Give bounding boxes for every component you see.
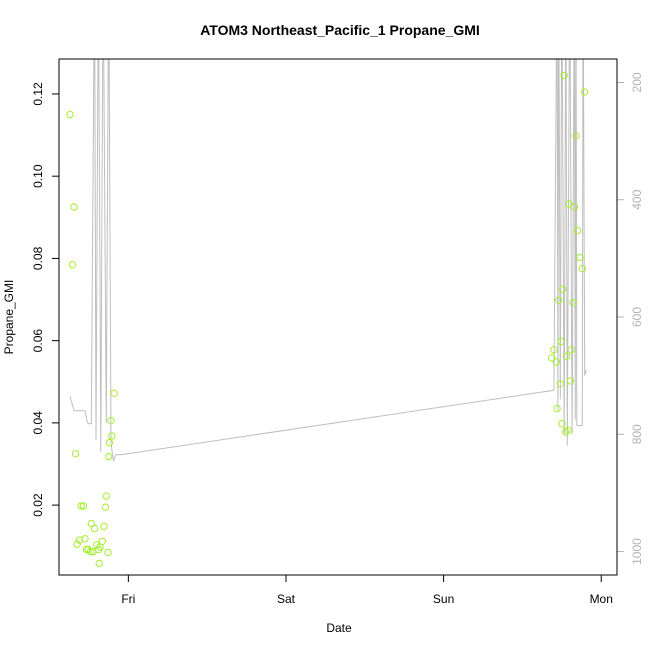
data-point — [75, 536, 84, 544]
data-point — [550, 346, 558, 354]
y2-tick-label: 400 — [630, 189, 644, 209]
x-tick-label: Fri — [121, 592, 135, 606]
x-tick-label: Mon — [590, 592, 613, 606]
data-point — [73, 540, 81, 548]
x-axis: Fri Sat Sun Mon — [121, 575, 613, 606]
data-point — [576, 253, 584, 262]
data-point — [98, 537, 107, 545]
data-point — [86, 547, 95, 556]
data-point — [560, 71, 568, 80]
data-point — [570, 203, 579, 211]
data-point — [101, 503, 110, 511]
y-tick-label: 0.06 — [31, 329, 45, 353]
data-point — [567, 346, 575, 354]
data-point — [77, 502, 85, 510]
data-point — [102, 492, 111, 500]
data-point — [564, 426, 572, 434]
data-point — [95, 559, 103, 568]
y-axis: 0.02 0.04 0.06 0.08 0.10 0.12 — [31, 82, 59, 517]
data-point — [573, 226, 582, 235]
data-point — [562, 428, 570, 436]
x-tick-label: Sat — [277, 592, 296, 606]
data-point — [553, 404, 561, 413]
plot-frame — [58, 58, 618, 576]
plot-area — [66, 59, 589, 568]
y-tick-label: 0.12 — [31, 82, 45, 106]
data-point — [110, 389, 118, 397]
data-point — [66, 110, 74, 119]
data-point — [108, 432, 116, 440]
data-point — [107, 417, 115, 425]
data-point — [562, 352, 571, 360]
data-point — [90, 524, 99, 533]
y2-axis: 200 400 600 800 1000 — [617, 72, 644, 565]
data-point — [578, 265, 586, 273]
data-point — [566, 377, 575, 385]
data-point — [565, 200, 573, 208]
data-point — [557, 337, 565, 346]
y2-tick-label: 800 — [630, 424, 644, 444]
data-point — [581, 88, 589, 96]
y-tick-label: 0.08 — [31, 246, 45, 270]
data-point — [81, 535, 89, 543]
chart-title: ATOM3 Northeast_Pacific_1 Propane_GMI — [200, 22, 480, 38]
y2-tick-label: 1000 — [630, 538, 644, 565]
data-point — [569, 299, 577, 307]
data-point — [68, 260, 77, 269]
data-point — [84, 545, 92, 554]
data-point — [558, 420, 566, 428]
data-point — [79, 502, 88, 510]
data-point — [558, 285, 567, 293]
data-point — [71, 450, 80, 458]
data-point — [572, 132, 580, 140]
data-point — [555, 296, 563, 304]
series-line-pressure — [69, 59, 587, 463]
data-point — [105, 452, 113, 461]
y2-tick-label: 200 — [630, 72, 644, 92]
data-point — [100, 522, 108, 531]
y-axis-label: Propane_GMI — [2, 280, 16, 355]
y-tick-label: 0.10 — [31, 164, 45, 188]
data-point — [105, 438, 114, 447]
data-point — [552, 358, 560, 366]
x-tick-label: Sun — [433, 592, 454, 606]
data-point — [104, 548, 112, 557]
data-point — [547, 354, 556, 362]
y-tick-label: 0.04 — [31, 411, 45, 435]
x-axis-label: Date — [326, 621, 352, 635]
y-tick-label: 0.02 — [31, 493, 45, 517]
data-point — [556, 380, 564, 388]
y2-tick-label: 600 — [630, 307, 644, 327]
data-point — [70, 203, 78, 211]
